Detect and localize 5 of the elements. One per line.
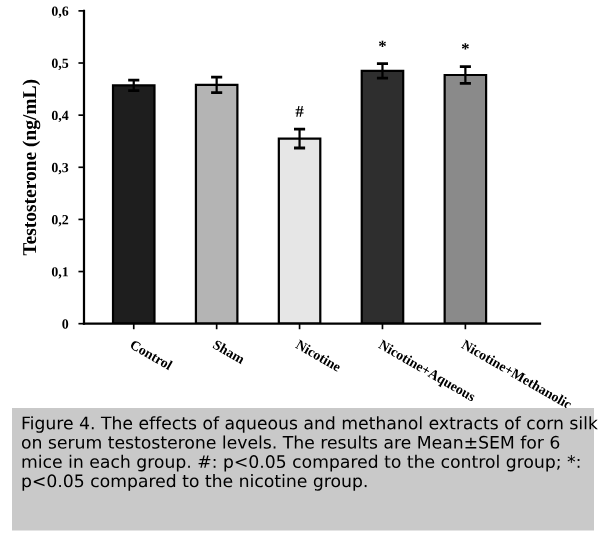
annotation: # bbox=[295, 105, 304, 117]
annotation: * bbox=[379, 40, 386, 47]
annotation: * bbox=[461, 43, 469, 50]
caption: Figure 4. The effects of aqueous and methanol extracts of corn silk on serum testosterone levels. The results are Mean±SEM for 6 mice in each group. #: p<0.05 compared to the control group; *: p<0.05 compared to the nicotine group. bbox=[21, 416, 598, 491]
y-axis-title: Testosterone (ng/mL) bbox=[22, 79, 41, 256]
